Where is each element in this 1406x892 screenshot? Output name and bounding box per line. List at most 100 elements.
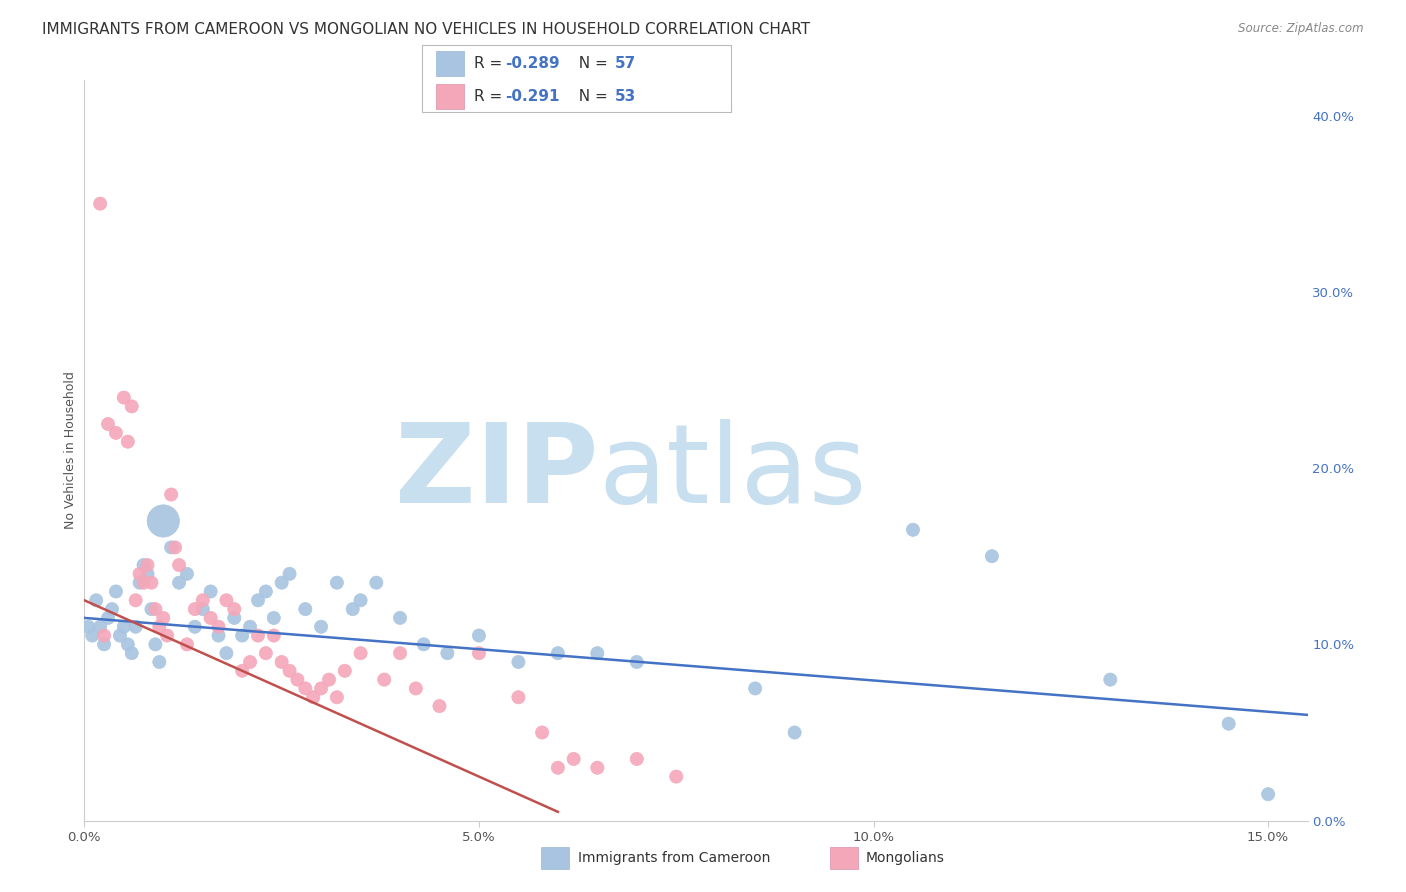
Point <box>294 681 316 696</box>
Point <box>326 690 349 705</box>
Point <box>112 620 135 634</box>
Point <box>184 620 207 634</box>
Point <box>124 593 146 607</box>
Point <box>108 629 131 643</box>
Point <box>104 425 127 440</box>
Point <box>136 558 159 572</box>
Point <box>152 514 174 528</box>
Point <box>586 761 609 775</box>
Point <box>191 593 214 607</box>
Point <box>326 575 349 590</box>
Point <box>191 602 214 616</box>
Point <box>547 761 569 775</box>
Point <box>89 196 111 211</box>
Point <box>215 593 238 607</box>
Point <box>93 637 115 651</box>
Point <box>254 646 277 660</box>
Point <box>254 584 277 599</box>
Point <box>117 637 139 651</box>
Point <box>160 487 183 501</box>
Point <box>112 391 135 405</box>
Point <box>239 620 262 634</box>
Point <box>1099 673 1122 687</box>
Point <box>224 611 246 625</box>
Point <box>389 611 412 625</box>
Point <box>278 664 301 678</box>
Point <box>436 646 458 660</box>
Point <box>132 558 155 572</box>
Point <box>200 611 222 625</box>
Point <box>901 523 924 537</box>
Point <box>783 725 806 739</box>
Point <box>309 681 332 696</box>
Point <box>263 611 285 625</box>
Text: N =: N = <box>569 89 613 104</box>
Text: 57: 57 <box>614 56 636 70</box>
Point <box>586 646 609 660</box>
Point <box>263 629 285 643</box>
Point <box>152 611 174 625</box>
Point <box>287 673 309 687</box>
Point <box>141 602 163 616</box>
Point <box>84 593 107 607</box>
Point <box>246 593 269 607</box>
Point <box>468 629 491 643</box>
Point <box>302 690 325 705</box>
Point <box>405 681 427 696</box>
Text: Mongolians: Mongolians <box>866 851 945 865</box>
Point <box>342 602 364 616</box>
Point <box>270 575 292 590</box>
Point <box>278 566 301 581</box>
Point <box>349 593 371 607</box>
Point <box>117 434 139 449</box>
Text: atlas: atlas <box>598 419 866 526</box>
Point <box>97 611 120 625</box>
Text: N =: N = <box>569 56 613 70</box>
Point <box>309 620 332 634</box>
Point <box>239 655 262 669</box>
Point <box>231 629 253 643</box>
Point <box>231 664 253 678</box>
Point <box>167 575 190 590</box>
Point <box>200 584 222 599</box>
Point <box>547 646 569 660</box>
Point <box>184 602 207 616</box>
Point <box>156 629 179 643</box>
Point <box>270 655 292 669</box>
Point <box>744 681 766 696</box>
Point <box>121 400 143 414</box>
Text: IMMIGRANTS FROM CAMEROON VS MONGOLIAN NO VEHICLES IN HOUSEHOLD CORRELATION CHART: IMMIGRANTS FROM CAMEROON VS MONGOLIAN NO… <box>42 22 810 37</box>
Point <box>148 655 170 669</box>
Point <box>508 655 530 669</box>
Point <box>176 637 198 651</box>
Point <box>531 725 554 739</box>
Point <box>373 673 395 687</box>
Point <box>165 541 187 555</box>
Point <box>124 620 146 634</box>
Point <box>1218 716 1240 731</box>
Point <box>224 602 246 616</box>
Text: -0.291: -0.291 <box>505 89 560 104</box>
Point <box>318 673 340 687</box>
Point <box>104 584 127 599</box>
Text: Source: ZipAtlas.com: Source: ZipAtlas.com <box>1239 22 1364 36</box>
Point <box>145 637 167 651</box>
Point <box>562 752 585 766</box>
Point <box>141 575 163 590</box>
Point <box>412 637 434 651</box>
Point <box>333 664 356 678</box>
Point <box>77 620 100 634</box>
Text: 53: 53 <box>614 89 636 104</box>
Point <box>128 575 150 590</box>
Point <box>145 602 167 616</box>
Point <box>128 566 150 581</box>
Point <box>429 699 451 714</box>
Point <box>665 770 688 784</box>
Text: R =: R = <box>474 56 508 70</box>
Point <box>349 646 371 660</box>
Point <box>366 575 388 590</box>
Text: -0.289: -0.289 <box>505 56 560 70</box>
Point <box>508 690 530 705</box>
Text: ZIP: ZIP <box>395 419 598 526</box>
Y-axis label: No Vehicles in Household: No Vehicles in Household <box>65 372 77 529</box>
